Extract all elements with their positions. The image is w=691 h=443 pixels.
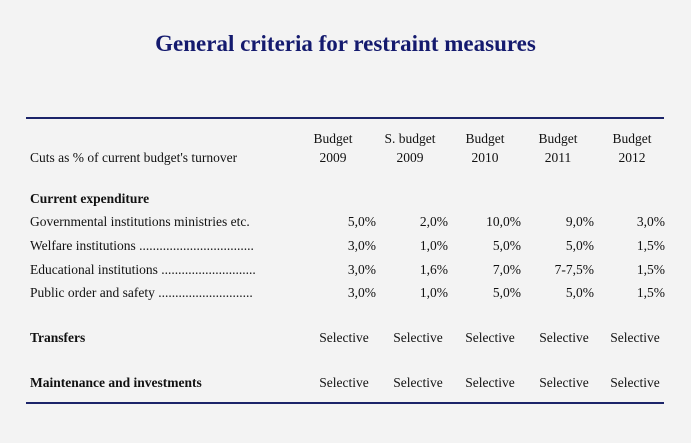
table-cell: Selective xyxy=(393,330,443,345)
table-cell: 3,0% xyxy=(636,214,665,229)
table-cell: 5,0% xyxy=(347,214,376,229)
table-cell: Selective xyxy=(465,330,515,345)
table-cell: Selective xyxy=(539,330,589,345)
table-cell: 9,0% xyxy=(565,214,594,229)
section-heading-transfers: Transfers xyxy=(30,330,86,345)
table-cell: 5,0% xyxy=(492,285,521,300)
table-cell: 10,0% xyxy=(486,214,521,229)
table-cell: Selective xyxy=(319,330,369,345)
table-cell: 1,5% xyxy=(636,262,665,277)
table-cell: Selective xyxy=(610,330,660,345)
table-cell: Selective xyxy=(610,375,660,390)
column-header-s-budget-2009: S. budget 2009 xyxy=(384,131,436,165)
table-bottom-rule xyxy=(26,402,664,404)
section-heading-current-expenditure: Current expenditure xyxy=(30,191,150,206)
table-cell: 1,6% xyxy=(419,262,448,277)
column-header-budget-2009: Budget 2009 xyxy=(313,131,353,165)
column-header-budget-2010: Budget 2010 xyxy=(465,131,505,165)
header-row-label: Cuts as % of current budget's turnover xyxy=(30,150,238,165)
slide-title: General criteria for restraint measures xyxy=(155,31,536,56)
column-header-budget-2011: Budget 2011 xyxy=(538,131,578,165)
table-cell: 3,0% xyxy=(347,262,376,277)
table-cell: 1,0% xyxy=(419,285,448,300)
table-cell: 7-7,5% xyxy=(554,262,594,277)
table-cell: 1,5% xyxy=(636,285,665,300)
row-label-welfare: Welfare institutions ...................… xyxy=(30,238,254,253)
table-cell: 3,0% xyxy=(347,238,376,253)
row-label-educational: Educational institutions ...............… xyxy=(30,262,256,277)
table-cell: 7,0% xyxy=(492,262,521,277)
row-label-governmental: Governmental institutions ministries etc… xyxy=(30,214,250,229)
table-cell: 1,5% xyxy=(636,238,665,253)
table-cell: 3,0% xyxy=(347,285,376,300)
table-top-rule xyxy=(26,117,664,119)
table-cell: Selective xyxy=(319,375,369,390)
table-cell: Selective xyxy=(393,375,443,390)
column-header-budget-2012: Budget 2012 xyxy=(612,131,652,165)
section-heading-maintenance: Maintenance and investments xyxy=(30,375,202,390)
row-label-public-order: Public order and safety ................… xyxy=(30,285,253,300)
table-cell: 1,0% xyxy=(419,238,448,253)
table-cell: 5,0% xyxy=(565,238,594,253)
table-cell: Selective xyxy=(465,375,515,390)
table-cell: Selective xyxy=(539,375,589,390)
table-cell: 2,0% xyxy=(419,214,448,229)
table-cell: 5,0% xyxy=(565,285,594,300)
table-cell: 5,0% xyxy=(492,238,521,253)
